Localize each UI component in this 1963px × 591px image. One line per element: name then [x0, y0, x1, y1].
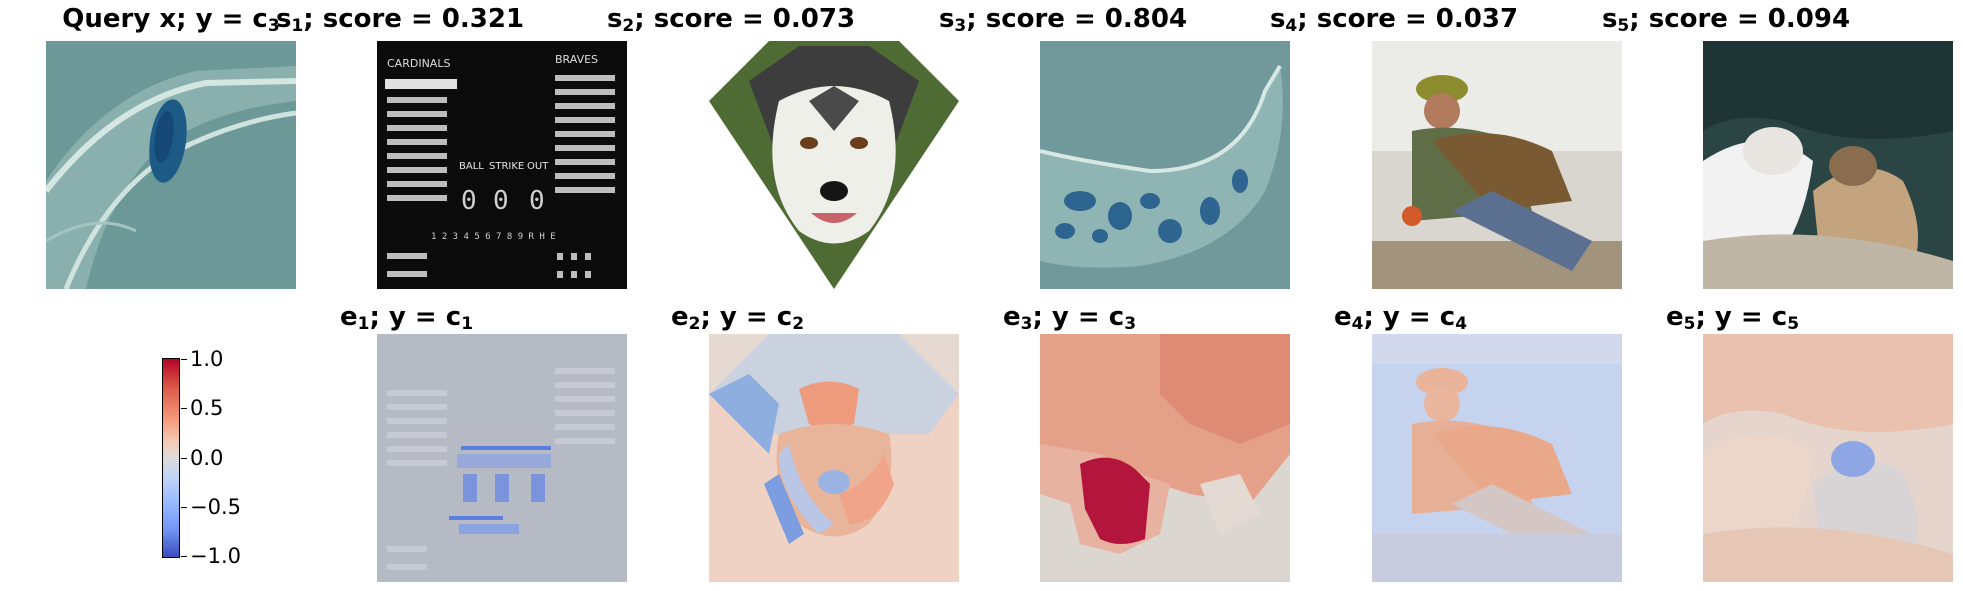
e2-heatmap — [709, 334, 959, 582]
dog-graphic — [709, 41, 959, 289]
s4-person-graphic — [1372, 41, 1622, 289]
label-out: OUT — [527, 161, 549, 172]
s4-image — [1372, 41, 1622, 289]
title-s4: s4; score = 0.037 — [1269, 4, 1519, 36]
e5-heatmap — [1703, 334, 1953, 582]
scoreboard-away: BRAVES — [555, 53, 598, 66]
colorbar-tick — [181, 507, 187, 508]
innings-label: 1 2 3 4 5 6 7 8 9 R H E — [431, 232, 556, 242]
e3-heatmap-graphic — [1040, 334, 1290, 582]
scoreboard-home: CARDINALS — [387, 57, 450, 70]
colorbar-tick — [181, 359, 187, 360]
colorbar-label: −0.5 — [190, 495, 241, 519]
title-e4: e4; y = c4 — [1334, 302, 1468, 334]
title-e2: e2; y = c2 — [671, 302, 805, 334]
colorbar-label: −1.0 — [190, 544, 241, 568]
e1-heatmap-graphic — [377, 334, 627, 582]
title-s5: s5; score = 0.094 — [1601, 4, 1851, 36]
s5-image — [1703, 41, 1953, 289]
colorbar — [162, 358, 180, 558]
value-strike: 0 — [493, 186, 509, 216]
title-query: Query x; y = c3 — [62, 4, 280, 36]
s2-image — [709, 41, 959, 289]
title-e3: e3; y = c3 — [1003, 302, 1137, 334]
s3-image — [1040, 41, 1290, 289]
title-s1: s1; score = 0.321 — [275, 4, 525, 36]
colorbar-label: 0.0 — [190, 446, 224, 470]
e5-heatmap-graphic — [1703, 334, 1953, 582]
colorbar-label: 0.5 — [190, 396, 224, 420]
value-ball: 0 — [461, 186, 477, 216]
e4-heatmap-graphic — [1372, 334, 1622, 582]
s5-cat-dog-graphic — [1703, 41, 1953, 289]
e1-heatmap — [377, 334, 627, 582]
colorbar-tick — [181, 458, 187, 459]
query-image — [46, 41, 296, 289]
e4-heatmap — [1372, 334, 1622, 582]
label-strike: STRIKE — [489, 161, 524, 172]
colorbar-tick — [181, 556, 187, 557]
label-ball: BALL — [459, 161, 484, 172]
colorbar-tick — [181, 408, 187, 409]
s3-cell-graphic — [1040, 41, 1290, 289]
e2-heatmap-graphic — [709, 334, 959, 582]
e3-heatmap — [1040, 334, 1290, 582]
title-e5: e5; y = c5 — [1666, 302, 1800, 334]
title-e1: e1; y = c1 — [340, 302, 474, 334]
title-s3: s3; score = 0.804 — [938, 4, 1188, 36]
scoreboard-graphic: CARDINALS BRAVES BALL STRIKE OUT 0 0 0 1… — [377, 41, 627, 289]
query-cell-graphic — [46, 41, 296, 289]
title-s2: s2; score = 0.073 — [606, 4, 856, 36]
s1-image: CARDINALS BRAVES BALL STRIKE OUT 0 0 0 1… — [377, 41, 627, 289]
colorbar-label: 1.0 — [190, 347, 224, 371]
value-out: 0 — [529, 186, 545, 216]
